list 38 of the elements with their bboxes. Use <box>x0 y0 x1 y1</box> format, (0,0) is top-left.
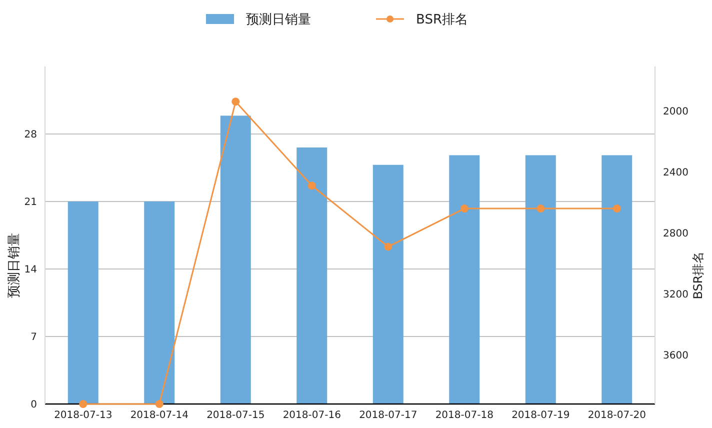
point <box>612 204 621 213</box>
y-tick-label: 0 <box>30 400 37 410</box>
bar <box>372 164 404 404</box>
x-tick-label: 2018-07-14 <box>130 410 188 421</box>
point <box>460 204 468 213</box>
bar <box>296 148 328 404</box>
y-tick-label: 21 <box>24 197 37 208</box>
legend-label: 预测日销量 <box>246 12 311 28</box>
x-tick-label: 2018-07-19 <box>512 410 570 421</box>
y-axis-title: 预测日销量 <box>7 232 22 298</box>
bar <box>449 155 480 404</box>
x-tick-label: 2018-07-18 <box>435 410 494 421</box>
bar <box>525 155 556 404</box>
y2-tick-label: 2400 <box>663 167 688 178</box>
point <box>308 182 316 190</box>
x-tick-label: 2018-07-13 <box>54 410 112 421</box>
point <box>536 204 545 213</box>
legend-label: BSR排名 <box>416 12 468 28</box>
bar <box>602 155 632 404</box>
y-tick-label: 7 <box>30 332 37 343</box>
point <box>232 98 240 106</box>
point <box>384 242 392 251</box>
bar <box>220 116 251 404</box>
y2-tick-label: 2800 <box>663 228 688 240</box>
y2-axis-title: BSR排名 <box>691 251 705 300</box>
y-tick-label: 28 <box>24 130 37 140</box>
y2-tick-label: 3600 <box>663 350 688 362</box>
bar <box>144 202 175 404</box>
x-tick-label: 2018-07-15 <box>206 410 265 421</box>
x-tick-label: 2018-07-16 <box>282 410 341 421</box>
y-tick-label: 14 <box>24 264 37 276</box>
x-tick-label: 2018-07-17 <box>359 410 418 421</box>
point <box>79 400 88 408</box>
x-tick-label: 2018-07-20 <box>588 410 646 421</box>
bar <box>68 202 98 404</box>
y2-tick-label: 2000 <box>663 106 688 118</box>
point <box>155 400 164 408</box>
y2-tick-label: 3200 <box>663 290 688 301</box>
